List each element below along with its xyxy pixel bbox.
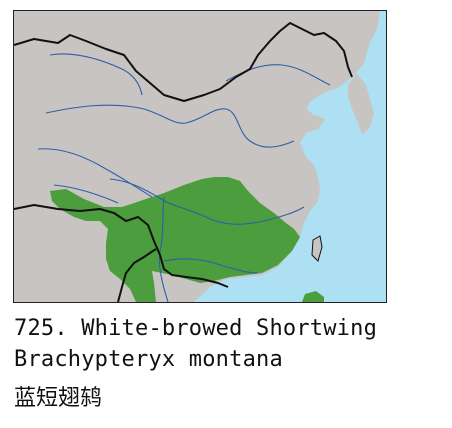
rivers <box>37 53 331 302</box>
north-border <box>14 22 353 102</box>
river-brahmaputra <box>53 184 119 204</box>
river-pearl <box>163 258 259 274</box>
river-west-tributary <box>37 148 153 198</box>
taiwan-island <box>311 235 323 262</box>
range-area <box>50 177 300 302</box>
river-mekong <box>158 196 169 302</box>
range-map <box>13 10 387 303</box>
species-scientific-name: Brachypteryx montana <box>14 347 283 372</box>
map-svg <box>14 11 386 302</box>
southeast-asia-border <box>117 248 157 302</box>
river-yangtze <box>109 178 305 225</box>
hainan-island <box>302 291 324 302</box>
borders <box>14 22 353 302</box>
south-border <box>14 204 229 288</box>
river-tarim <box>49 53 143 96</box>
river-yellow <box>45 104 295 148</box>
species-number-and-name: 725. White-browed Shortwing <box>14 316 378 341</box>
korean-peninsula <box>348 73 374 135</box>
species-chinese-name: 蓝短翅鸫 <box>14 386 103 411</box>
